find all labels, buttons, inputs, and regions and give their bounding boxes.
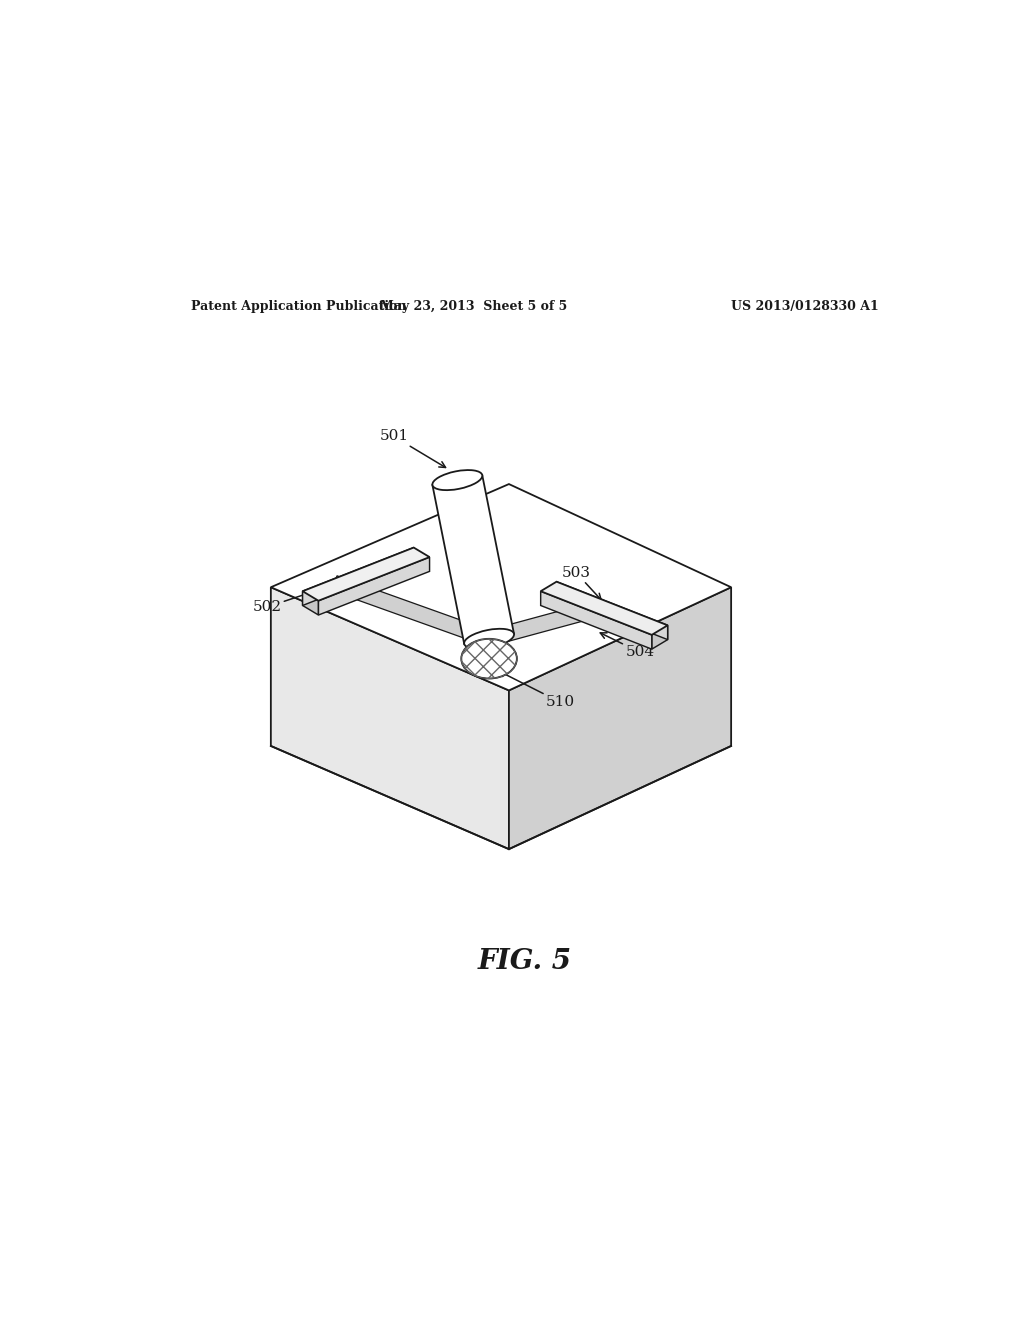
Text: 504: 504: [600, 632, 654, 659]
Polygon shape: [541, 591, 652, 649]
Polygon shape: [318, 557, 430, 615]
Text: US 2013/0128330 A1: US 2013/0128330 A1: [731, 300, 879, 313]
Polygon shape: [332, 576, 487, 644]
Ellipse shape: [432, 470, 482, 490]
Polygon shape: [509, 587, 731, 849]
Text: FIG. 5: FIG. 5: [478, 948, 571, 975]
Text: 503: 503: [562, 566, 601, 599]
Ellipse shape: [464, 628, 514, 649]
Polygon shape: [303, 548, 414, 606]
Text: May 23, 2013  Sheet 5 of 5: May 23, 2013 Sheet 5 of 5: [380, 300, 567, 313]
Polygon shape: [541, 582, 668, 635]
Text: 502: 502: [252, 583, 334, 614]
Polygon shape: [490, 599, 606, 645]
Polygon shape: [652, 626, 668, 649]
Ellipse shape: [461, 639, 517, 678]
Text: 501: 501: [379, 429, 445, 467]
Polygon shape: [432, 475, 514, 644]
Text: Patent Application Publication: Patent Application Publication: [191, 300, 407, 313]
Polygon shape: [303, 548, 430, 601]
Text: 510: 510: [499, 671, 575, 709]
Polygon shape: [270, 587, 509, 849]
Polygon shape: [270, 484, 731, 690]
Polygon shape: [303, 591, 318, 615]
Polygon shape: [557, 582, 668, 640]
